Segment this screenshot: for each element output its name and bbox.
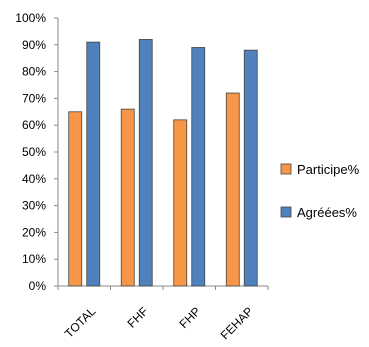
y-tick-label: 0% (29, 279, 47, 293)
y-tick-label: 40% (22, 172, 46, 186)
bar-participe-fhf (120, 108, 135, 287)
bar-agreees-fehap (243, 49, 258, 287)
y-tick-label: 90% (22, 38, 46, 52)
legend: Participe% Agréées% (280, 162, 360, 220)
y-tick-label: 50% (22, 145, 46, 159)
y-axis-ticks: 0% 10% 20% 30% 40% 50% 60% 70% 80% 90% 100% (15, 11, 58, 293)
bar-participe-fehap (225, 92, 240, 287)
bar-agreees-total (86, 41, 101, 287)
y-tick-label: 80% (22, 65, 46, 79)
x-tick-label: FHP (177, 304, 204, 331)
y-tick-label: 10% (22, 252, 46, 266)
y-tick-label: 100% (15, 11, 46, 25)
bar-participe-fhp (173, 119, 188, 287)
x-tick-label: TOTAL (62, 304, 99, 341)
x-axis-ticks: TOTAL FHF FHP FEHAP (62, 304, 256, 342)
legend-swatch (280, 163, 292, 175)
bar-agreees-fhp (191, 47, 206, 287)
bars (68, 39, 258, 287)
y-tick-label: 70% (22, 91, 46, 105)
bar-agreees-fhf (138, 39, 153, 287)
y-tick-label: 60% (22, 118, 46, 132)
y-tick-label: 30% (22, 199, 46, 213)
bar-participe-total (68, 111, 83, 287)
legend-label: Agréées% (297, 205, 357, 220)
legend-label: Participe% (297, 162, 360, 177)
legend-swatch (280, 206, 292, 218)
y-tick-label: 20% (22, 225, 46, 239)
x-tick-label: FHF (124, 304, 150, 330)
x-tick-label: FEHAP (218, 304, 256, 342)
